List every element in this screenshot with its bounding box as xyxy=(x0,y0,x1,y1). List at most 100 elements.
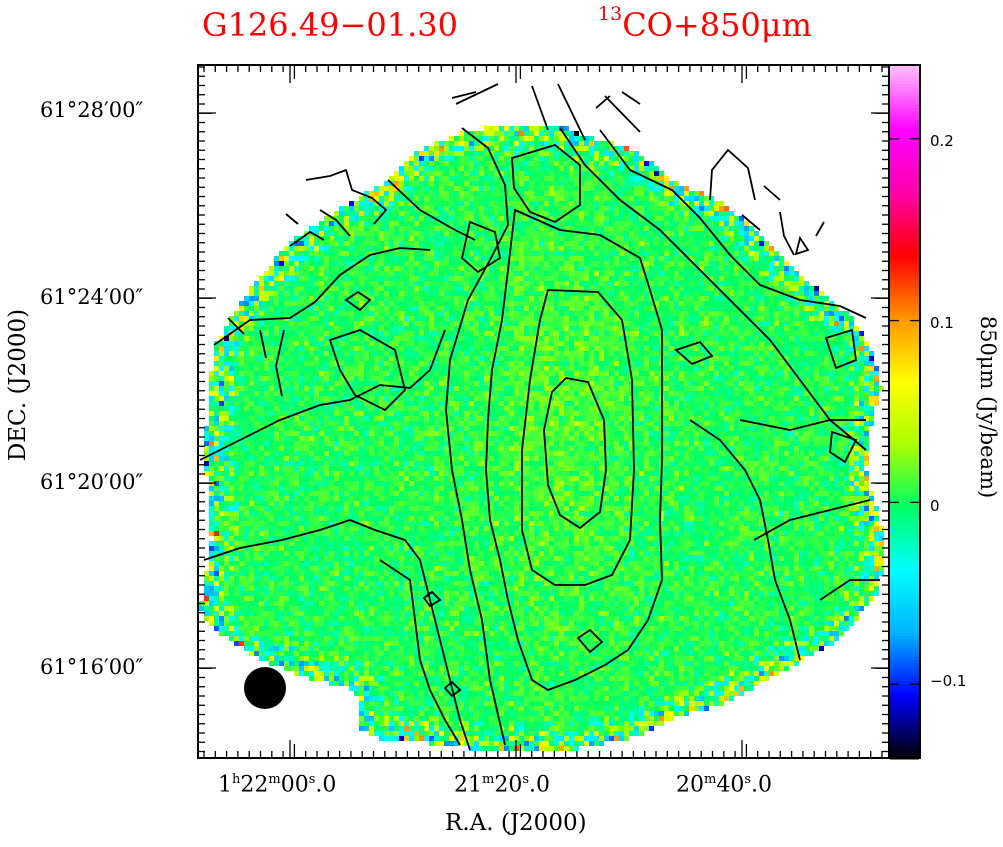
map-pixel xyxy=(424,356,429,361)
map-pixel xyxy=(279,366,284,371)
map-pixel xyxy=(604,206,609,211)
map-pixel xyxy=(494,376,499,381)
map-pixel xyxy=(359,236,364,241)
map-pixel xyxy=(369,356,374,361)
map-pixel xyxy=(449,236,454,241)
map-pixel xyxy=(454,276,459,281)
map-pixel xyxy=(569,216,574,221)
map-pixel xyxy=(674,256,679,261)
map-pixel xyxy=(449,376,454,381)
map-pixel xyxy=(434,286,439,291)
map-pixel xyxy=(749,351,754,356)
map-pixel xyxy=(359,251,364,256)
map-pixel xyxy=(524,141,529,146)
map-pixel xyxy=(484,271,489,276)
map-pixel xyxy=(634,271,639,276)
map-pixel xyxy=(449,176,454,181)
map-pixel xyxy=(399,346,404,351)
map-pixel xyxy=(629,211,634,216)
map-pixel xyxy=(279,291,284,296)
map-pixel xyxy=(219,356,224,361)
map-pixel xyxy=(554,276,559,281)
map-pixel xyxy=(294,271,299,276)
map-pixel xyxy=(479,376,484,381)
map-pixel xyxy=(634,166,639,171)
map-pixel xyxy=(434,366,439,371)
map-pixel xyxy=(629,171,634,176)
map-pixel xyxy=(554,236,559,241)
map-pixel xyxy=(529,386,534,391)
map-pixel xyxy=(539,386,544,391)
map-pixel xyxy=(359,351,364,356)
map-pixel xyxy=(694,376,699,381)
map-pixel xyxy=(399,171,404,176)
map-pixel xyxy=(564,131,569,136)
map-pixel xyxy=(319,231,324,236)
map-pixel xyxy=(314,371,319,376)
map-pixel xyxy=(584,366,589,371)
map-pixel xyxy=(564,341,569,346)
map-pixel xyxy=(704,291,709,296)
map-pixel xyxy=(509,186,514,191)
map-pixel xyxy=(439,371,444,376)
map-pixel xyxy=(489,271,494,276)
map-pixel xyxy=(564,321,569,326)
map-pixel xyxy=(644,161,649,166)
map-pixel xyxy=(649,191,654,196)
map-pixel xyxy=(449,181,454,186)
map-pixel xyxy=(574,331,579,336)
map-pixel xyxy=(724,341,729,346)
map-pixel xyxy=(709,201,714,206)
map-pixel xyxy=(694,206,699,211)
map-pixel xyxy=(594,386,599,391)
map-pixel xyxy=(599,241,604,246)
map-pixel xyxy=(674,181,679,186)
map-pixel xyxy=(339,351,344,356)
map-pixel xyxy=(629,176,634,181)
map-pixel xyxy=(374,306,379,311)
map-pixel xyxy=(469,141,474,146)
map-pixel xyxy=(529,311,534,316)
map-pixel xyxy=(584,386,589,391)
map-pixel xyxy=(419,306,424,311)
map-pixel xyxy=(569,136,574,141)
map-pixel xyxy=(514,316,519,321)
map-pixel xyxy=(804,376,809,381)
map-pixel xyxy=(769,346,774,351)
map-pixel xyxy=(464,331,469,336)
map-pixel xyxy=(619,356,624,361)
map-pixel xyxy=(604,271,609,276)
map-pixel xyxy=(844,356,849,361)
map-pixel xyxy=(659,241,664,246)
map-pixel xyxy=(394,316,399,321)
map-pixel xyxy=(464,241,469,246)
map-pixel xyxy=(444,346,449,351)
map-pixel xyxy=(664,221,669,226)
map-pixel xyxy=(534,196,539,201)
map-pixel xyxy=(334,216,339,221)
map-pixel xyxy=(484,241,489,246)
map-pixel xyxy=(754,356,759,361)
map-pixel xyxy=(764,296,769,301)
map-pixel xyxy=(869,386,874,391)
map-pixel xyxy=(454,376,459,381)
map-pixel xyxy=(514,311,519,316)
map-pixel xyxy=(569,146,574,151)
map-pixel xyxy=(409,161,414,166)
map-pixel xyxy=(604,256,609,261)
map-pixel xyxy=(504,141,509,146)
map-pixel xyxy=(774,281,779,286)
map-pixel xyxy=(499,261,504,266)
map-pixel xyxy=(569,366,574,371)
map-pixel xyxy=(704,296,709,301)
map-pixel xyxy=(524,316,529,321)
map-pixel xyxy=(559,246,564,251)
map-pixel xyxy=(449,381,454,386)
map-pixel xyxy=(744,241,749,246)
map-pixel xyxy=(409,241,414,246)
map-pixel xyxy=(574,306,579,311)
map-pixel xyxy=(244,336,249,341)
map-pixel xyxy=(804,381,809,386)
map-pixel xyxy=(394,271,399,276)
map-pixel xyxy=(714,226,719,231)
